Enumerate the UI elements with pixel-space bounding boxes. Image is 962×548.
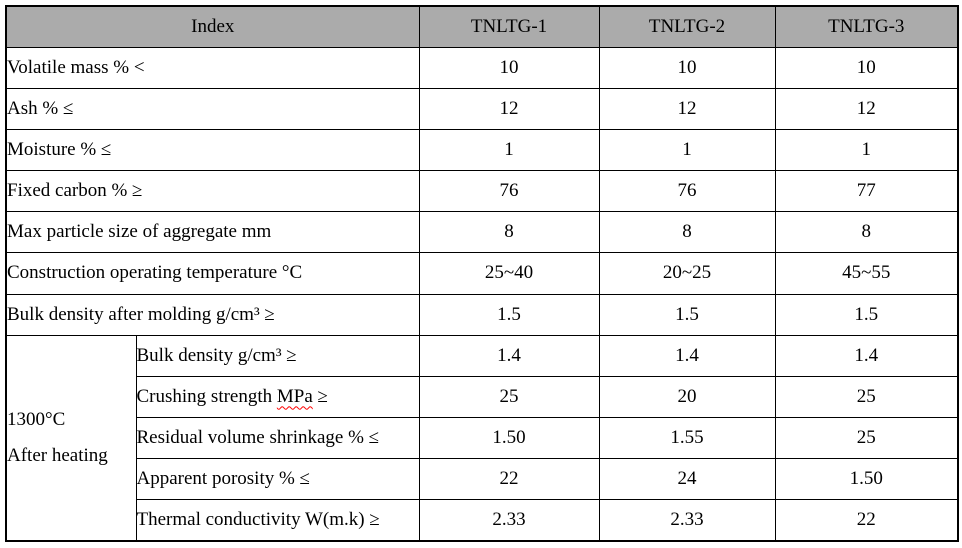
header-row: Index TNLTG-1 TNLTG-2 TNLTG-3 [5, 5, 959, 49]
row-moisture: Moisture % ≤ 1 1 1 [5, 129, 959, 172]
row-label-text: Apparent porosity % ≤ [136, 467, 310, 489]
row-label-cell: Bulk density after molding g/cm³ ≥ [5, 293, 420, 336]
row-label-cell: Residual volume shrinkage % ≤ [135, 416, 420, 459]
value-cell: 24 [598, 457, 776, 500]
row-label-cell: Fixed carbon % ≥ [5, 170, 420, 213]
row-label-text: Crushing strength [136, 385, 277, 407]
value-cell: 1 [774, 129, 959, 172]
misspelled-word: MPa [276, 385, 313, 407]
value-cell: 2.33 [418, 498, 600, 542]
value-cell: 1.50 [418, 416, 600, 459]
header-col-tnltg1: TNLTG-1 [418, 5, 600, 49]
value-cell: 25 [774, 375, 959, 418]
row-label-cell: Volatile mass % < [5, 47, 420, 90]
value-cell: 1 [598, 129, 776, 172]
row-label-text: Thermal conductivity W(m.k) ≥ [136, 508, 380, 530]
value-cell: 8 [598, 211, 776, 254]
value-cell: 76 [598, 170, 776, 213]
value-cell: 1.5 [598, 293, 776, 336]
value-cell: 1.55 [598, 416, 776, 459]
value-cell: 20 [598, 375, 776, 418]
row-operating-temperature: Construction operating temperature °C 25… [5, 252, 959, 295]
group-label-line2: After heating [7, 444, 108, 466]
row-residual-volume-shrinkage: Residual volume shrinkage % ≤ 1.50 1.55 … [6, 416, 959, 459]
value-cell: 45~55 [774, 252, 959, 295]
header-index-cell: Index [5, 5, 420, 49]
header-col-tnltg3: TNLTG-3 [774, 5, 959, 49]
row-bulk-density-after-molding: Bulk density after molding g/cm³ ≥ 1.5 1… [5, 293, 959, 336]
row-label-cell: Bulk density g/cm³ ≥ [135, 334, 420, 377]
row-fixed-carbon: Fixed carbon % ≥ 76 76 77 [5, 170, 959, 213]
value-cell: 12 [774, 88, 959, 131]
row-label-cell: Crushing strength MPa ≥ [135, 375, 420, 418]
row-label-cell: Moisture % ≤ [5, 129, 420, 172]
row-after-heating-bulk-density: 1300°C After heating Bulk density g/cm³ … [5, 334, 959, 542]
value-cell: 10 [598, 47, 776, 90]
value-cell: 2.33 [598, 498, 776, 542]
value-cell: 10 [774, 47, 959, 90]
value-cell: 8 [418, 211, 600, 254]
value-cell: 8 [774, 211, 959, 254]
row-label-cell: Thermal conductivity W(m.k) ≥ [135, 498, 420, 542]
spec-table: Index TNLTG-1 TNLTG-2 TNLTG-3 Volatile m… [5, 5, 960, 542]
value-cell: 1.4 [774, 334, 959, 377]
row-label-text: Residual volume shrinkage % ≤ [136, 426, 380, 448]
row-apparent-porosity: Apparent porosity % ≤ 22 24 1.50 [6, 457, 959, 500]
row-max-particle-size: Max particle size of aggregate mm 8 8 8 [5, 211, 959, 254]
row-volatile-mass: Volatile mass % < 10 10 10 [5, 47, 959, 90]
value-cell: 12 [418, 88, 600, 131]
value-cell: 25 [418, 375, 600, 418]
row-label-cell: Ash % ≤ [5, 88, 420, 131]
value-cell: 20~25 [598, 252, 776, 295]
row-label-cell: Max particle size of aggregate mm [5, 211, 420, 254]
row-label-text: Bulk density g/cm³ ≥ [136, 344, 297, 366]
group-label-cell: 1300°C After heating [5, 334, 137, 542]
header-col-tnltg2: TNLTG-2 [598, 5, 776, 49]
value-cell: 1 [418, 129, 600, 172]
row-label-suffix: ≥ [312, 385, 328, 407]
value-cell: 1.50 [774, 457, 959, 500]
value-cell: 22 [774, 498, 959, 542]
value-cell: 22 [418, 457, 600, 500]
value-cell: 1.5 [418, 293, 600, 336]
group-label-line1: 1300°C [7, 408, 66, 430]
value-cell: 1.4 [598, 334, 776, 377]
row-ash: Ash % ≤ 12 12 12 [5, 88, 959, 131]
value-cell: 1.5 [774, 293, 959, 336]
value-cell: 1.4 [418, 334, 600, 377]
row-label-cell: Construction operating temperature °C [5, 252, 420, 295]
value-cell: 77 [774, 170, 959, 213]
value-cell: 76 [418, 170, 600, 213]
row-label-cell: Apparent porosity % ≤ [135, 457, 420, 500]
value-cell: 10 [418, 47, 600, 90]
value-cell: 25 [774, 416, 959, 459]
row-crushing-strength: Crushing strength MPa ≥ 25 20 25 [6, 375, 959, 418]
row-thermal-conductivity: Thermal conductivity W(m.k) ≥ 2.33 2.33 … [6, 498, 959, 542]
value-cell: 25~40 [418, 252, 600, 295]
value-cell: 12 [598, 88, 776, 131]
